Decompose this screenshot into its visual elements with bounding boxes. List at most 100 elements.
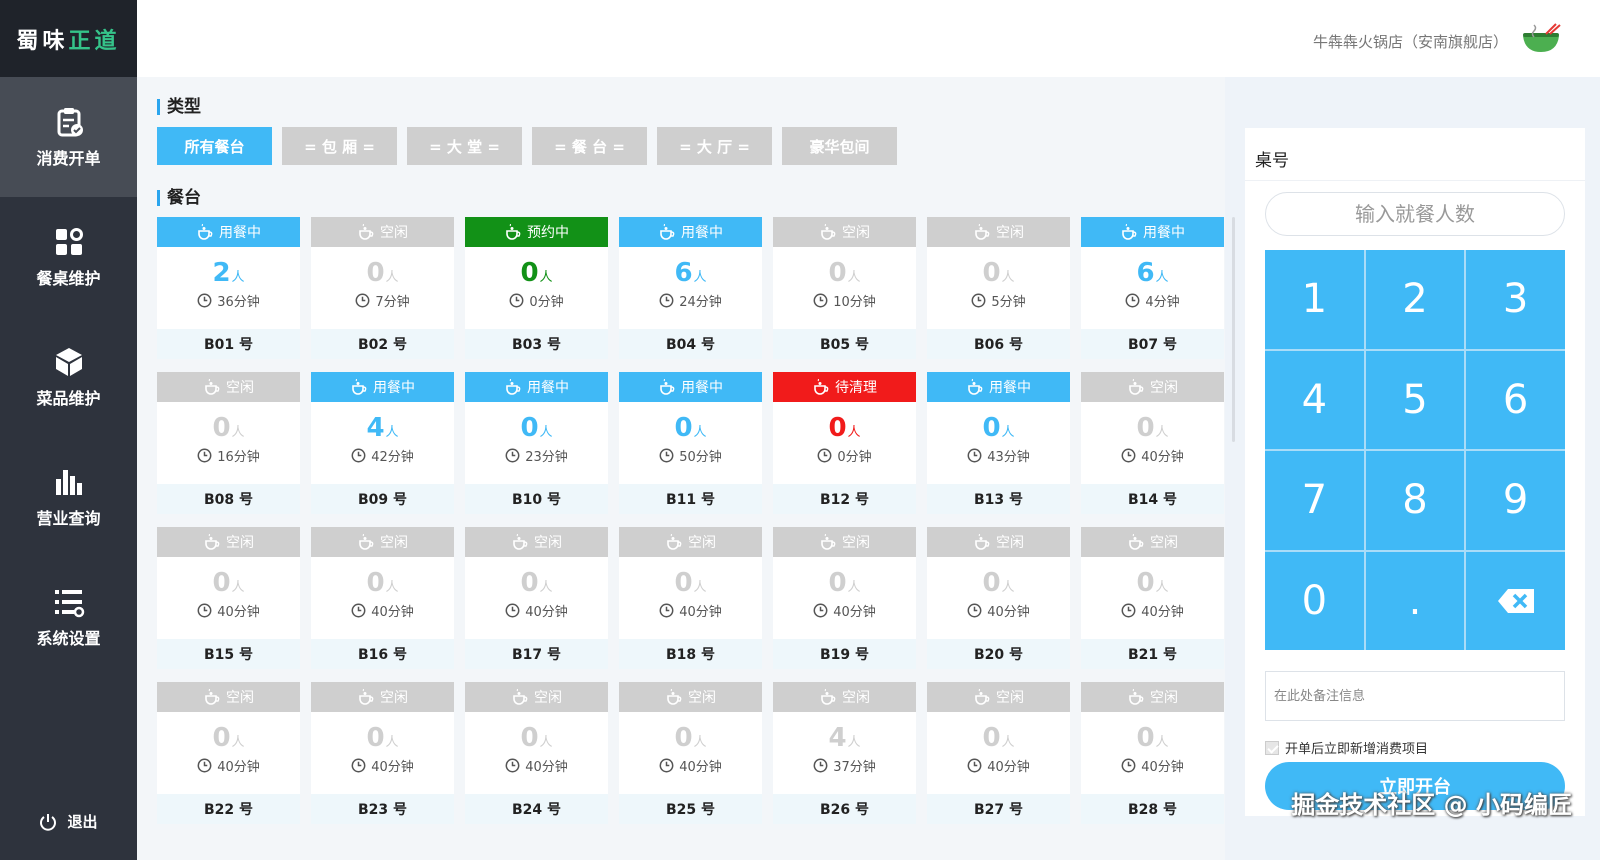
- note-input[interactable]: [1265, 671, 1565, 721]
- people-unit: 人: [847, 425, 861, 440]
- table-card[interactable]: 空闲 0人 40分钟 B18 号: [619, 527, 762, 669]
- table-card[interactable]: 用餐中 2人 36分钟 B01 号: [157, 217, 300, 359]
- table-number: B01 号: [157, 329, 300, 359]
- table-card[interactable]: 空闲 0人 40分钟 B25 号: [619, 682, 762, 824]
- teapot-icon: [660, 379, 675, 395]
- key-8[interactable]: 8: [1365, 451, 1465, 550]
- table-people: 0人: [619, 567, 762, 599]
- duration-label: 10分钟: [833, 295, 876, 310]
- table-people: 0人: [311, 722, 454, 754]
- duration-label: 40分钟: [679, 605, 722, 620]
- sidebar-item-billing[interactable]: 消费开单: [0, 77, 137, 197]
- open-table-panel: 桌号 1 2 3 4 5 6 7 8 9 0 . 开单后立即新增消费项目 立即开…: [1245, 128, 1585, 816]
- guest-count-input[interactable]: [1265, 192, 1565, 236]
- people-unit: 人: [231, 425, 245, 440]
- key-4[interactable]: 4: [1265, 350, 1364, 449]
- table-card[interactable]: 待清理 0人 0分钟 B12 号: [773, 372, 916, 514]
- table-people: 0人: [773, 257, 916, 289]
- table-card[interactable]: 空闲 0人 5分钟 B06 号: [927, 217, 1070, 359]
- people-count: 0: [212, 723, 231, 753]
- sidebar-item-dishes[interactable]: 菜品维护: [0, 317, 137, 437]
- type-button-lobby[interactable]: = 大 堂 =: [407, 127, 522, 165]
- table-duration: 50分钟: [619, 446, 762, 465]
- type-filter: 所有餐台 = 包 厢 = = 大 堂 = = 餐 台 = = 大 厅 = 豪华包…: [157, 127, 897, 165]
- key-6[interactable]: 6: [1466, 350, 1565, 449]
- table-card[interactable]: 空闲 0人 40分钟 B14 号: [1081, 372, 1224, 514]
- table-status-label: 用餐中: [527, 380, 569, 396]
- table-card[interactable]: 用餐中 6人 4分钟 B07 号: [1081, 217, 1224, 359]
- table-card[interactable]: 空闲 0人 40分钟 B22 号: [157, 682, 300, 824]
- key-0[interactable]: 0: [1265, 551, 1364, 650]
- divider: [1245, 180, 1585, 181]
- table-card[interactable]: 空闲 0人 40分钟 B16 号: [311, 527, 454, 669]
- table-card[interactable]: 空闲 0人 40分钟 B24 号: [465, 682, 608, 824]
- open-table-button[interactable]: 立即开台: [1265, 762, 1565, 810]
- people-unit: 人: [539, 735, 553, 750]
- key-3[interactable]: 3: [1466, 250, 1565, 349]
- add-items-checkbox[interactable]: [1265, 740, 1279, 755]
- main-area: 类型 所有餐台 = 包 厢 = = 大 堂 = = 餐 台 = = 大 厅 = …: [137, 77, 1235, 860]
- sidebar-item-settings[interactable]: 系统设置: [0, 557, 137, 677]
- duration-label: 36分钟: [217, 295, 260, 310]
- key-5[interactable]: 5: [1365, 350, 1465, 449]
- table-card[interactable]: 用餐中 4人 42分钟 B09 号: [311, 372, 454, 514]
- table-card[interactable]: 空闲 0人 40分钟 B15 号: [157, 527, 300, 669]
- type-button-deluxe-room[interactable]: 豪华包间: [782, 127, 897, 165]
- table-card[interactable]: 空闲 0人 16分钟 B08 号: [157, 372, 300, 514]
- people-count: 6: [1136, 258, 1155, 288]
- key-7[interactable]: 7: [1265, 451, 1364, 550]
- key-9[interactable]: 9: [1466, 451, 1565, 550]
- table-card[interactable]: 空闲 0人 40分钟 B17 号: [465, 527, 608, 669]
- key-2[interactable]: 2: [1365, 250, 1465, 349]
- cube-icon: [55, 348, 82, 376]
- teapot-icon: [975, 224, 990, 240]
- people-unit: 人: [1001, 270, 1015, 285]
- type-button-table[interactable]: = 餐 台 =: [532, 127, 647, 165]
- people-count: 2: [212, 258, 231, 288]
- table-card[interactable]: 用餐中 0人 43分钟 B13 号: [927, 372, 1070, 514]
- backspace-key[interactable]: [1466, 551, 1565, 650]
- sidebar-item-tables[interactable]: 餐桌维护: [0, 197, 137, 317]
- table-card[interactable]: 预约中 0人 0分钟 B03 号: [465, 217, 608, 359]
- table-status-label: 空闲: [1150, 690, 1178, 706]
- table-card[interactable]: 空闲 0人 40分钟 B28 号: [1081, 682, 1224, 824]
- table-duration: 40分钟: [1081, 446, 1224, 465]
- scrollbar[interactable]: [1232, 217, 1235, 442]
- table-people: 6人: [1081, 257, 1224, 289]
- type-button-private-room[interactable]: = 包 厢 =: [282, 127, 397, 165]
- type-button-all[interactable]: 所有餐台: [157, 127, 272, 165]
- table-card[interactable]: 空闲 0人 40分钟 B21 号: [1081, 527, 1224, 669]
- table-status-label: 空闲: [996, 535, 1024, 551]
- table-card[interactable]: 空闲 4人 37分钟 B26 号: [773, 682, 916, 824]
- duration-label: 24分钟: [679, 295, 722, 310]
- table-card[interactable]: 用餐中 6人 24分钟 B04 号: [619, 217, 762, 359]
- table-card[interactable]: 用餐中 0人 23分钟 B10 号: [465, 372, 608, 514]
- table-status-label: 空闲: [380, 225, 408, 241]
- teapot-icon: [814, 379, 829, 395]
- sidebar-item-reports[interactable]: 营业查询: [0, 437, 137, 557]
- table-number: B12 号: [773, 484, 916, 514]
- table-card[interactable]: 空闲 0人 10分钟 B05 号: [773, 217, 916, 359]
- table-card[interactable]: 空闲 0人 7分钟 B02 号: [311, 217, 454, 359]
- table-duration: 40分钟: [157, 601, 300, 620]
- teapot-icon: [513, 534, 528, 550]
- people-count: 6: [674, 258, 693, 288]
- table-people: 0人: [773, 412, 916, 444]
- table-card[interactable]: 空闲 0人 40分钟 B27 号: [927, 682, 1070, 824]
- type-button-hall[interactable]: = 大 厅 =: [657, 127, 772, 165]
- power-icon: [40, 813, 57, 831]
- table-card[interactable]: 空闲 0人 40分钟 B23 号: [311, 682, 454, 824]
- people-unit: 人: [847, 580, 861, 595]
- table-card[interactable]: 用餐中 0人 50分钟 B11 号: [619, 372, 762, 514]
- table-card[interactable]: 空闲 0人 40分钟 B20 号: [927, 527, 1070, 669]
- key-1[interactable]: 1: [1265, 250, 1364, 349]
- teapot-icon: [821, 534, 836, 550]
- table-card[interactable]: 空闲 0人 40分钟 B19 号: [773, 527, 916, 669]
- table-status: 预约中: [465, 217, 608, 247]
- teapot-icon: [660, 224, 675, 240]
- table-status-label: 用餐中: [373, 380, 415, 396]
- logout-button[interactable]: 退出: [0, 811, 137, 832]
- duration-label: 5分钟: [991, 295, 1026, 310]
- key-dot[interactable]: .: [1365, 551, 1465, 650]
- table-duration: 40分钟: [465, 601, 608, 620]
